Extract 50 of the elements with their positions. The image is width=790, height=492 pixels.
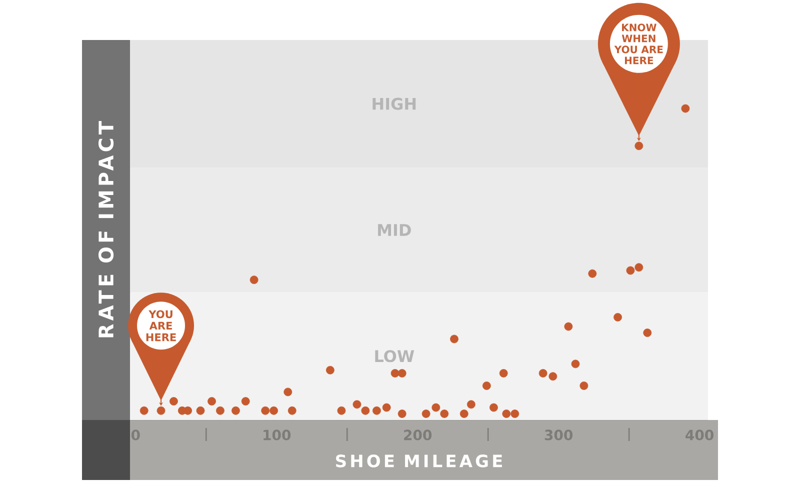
point [261,406,270,415]
point [232,406,240,415]
point [156,406,166,415]
point [241,397,250,406]
point [634,142,644,150]
point [284,388,292,396]
point [250,276,258,284]
point [564,322,573,331]
point [361,406,370,415]
point [626,266,635,275]
point [216,406,224,415]
point [432,403,440,412]
annotation: KNOW WHEN YOU ARE HERE [614,24,663,64]
point [548,372,558,381]
point [466,400,476,409]
point [372,406,381,415]
point [422,410,430,418]
point [580,382,588,390]
band-label: LOW [375,350,414,362]
point [398,410,406,418]
point [352,400,362,409]
point [482,382,491,390]
point [450,334,458,344]
point [390,369,400,378]
point [634,263,644,272]
point [490,403,498,412]
point [502,410,511,418]
point [440,410,449,418]
point [196,406,205,415]
point [588,269,597,278]
x-axis-title: SHOE MILEAGE [336,454,502,468]
point [614,313,622,322]
point [208,397,216,406]
point [460,410,468,418]
point [170,397,178,406]
point [538,369,548,378]
point [288,406,296,415]
point [140,406,148,415]
point [382,403,391,412]
point [571,360,580,368]
point [681,104,690,113]
point [270,406,278,415]
point [510,410,520,418]
point [499,369,508,378]
point [326,366,334,374]
point [337,406,346,415]
annotation: YOU ARE HERE [146,310,176,342]
point [643,328,652,337]
y-axis-title: RATE OF IMPACT [98,121,114,338]
point [398,369,406,378]
